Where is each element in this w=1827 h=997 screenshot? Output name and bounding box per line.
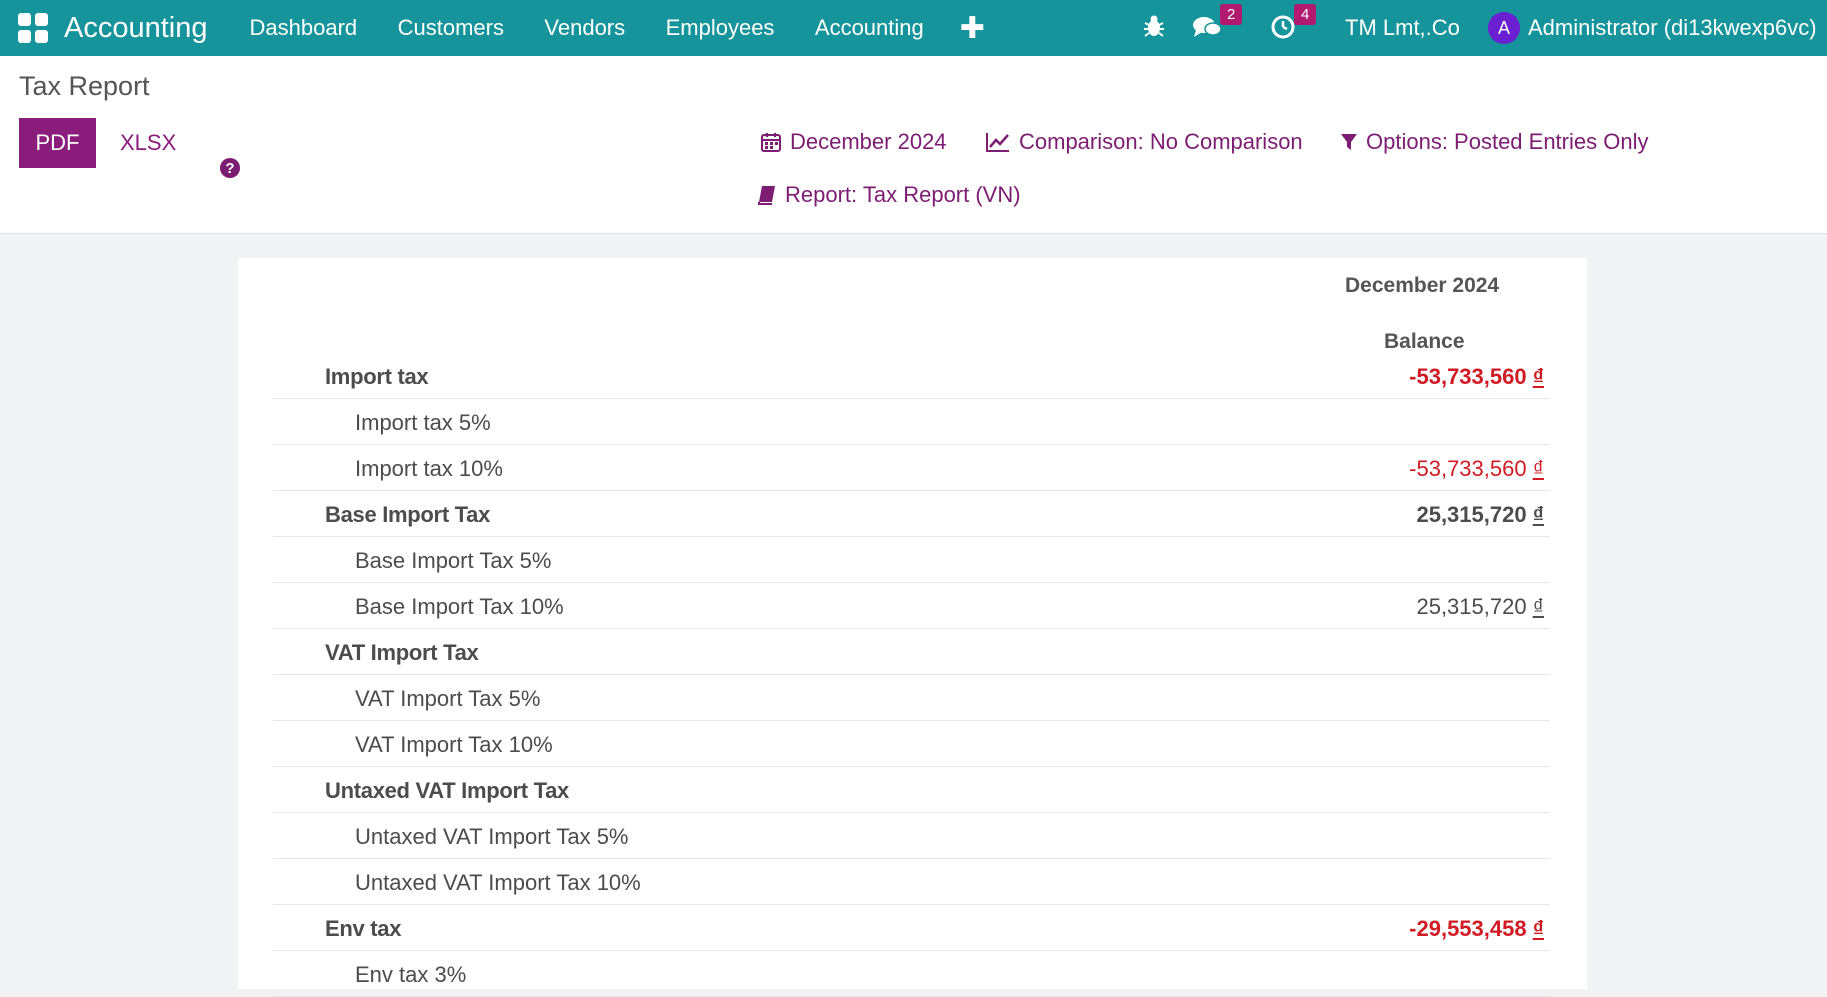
book-icon	[758, 186, 775, 205]
report-line[interactable]: VAT Import Tax 5%	[273, 675, 1550, 721]
activity-clock-icon[interactable]	[1270, 14, 1296, 40]
report-line-label: Import tax 5%	[355, 410, 491, 435]
menu-accounting[interactable]: Accounting	[814, 15, 924, 40]
report-line-section[interactable]: VAT Import Tax	[273, 629, 1550, 675]
report-line-label: VAT Import Tax 5%	[355, 686, 541, 711]
report-line-label: VAT Import Tax	[325, 640, 479, 665]
help-question-icon[interactable]: ?	[220, 158, 240, 178]
report-line-label: Env tax 3%	[355, 962, 467, 987]
report-line[interactable]: VAT Import Tax 10%	[273, 721, 1550, 767]
options-filter-label: Options: Posted Entries Only	[1366, 129, 1649, 154]
filter-funnel-icon	[1341, 134, 1357, 150]
report-line[interactable]: Base Import Tax 5%	[273, 537, 1550, 583]
page-title: Tax Report	[19, 71, 150, 101]
control-panel: Tax Report PDF XLSX ? December 2024 Comp…	[0, 56, 1827, 234]
report-line-section[interactable]: Env tax -29,553,458 ₫	[273, 905, 1550, 951]
report-line-label: Env tax	[325, 916, 402, 941]
report-line-label: Import tax	[325, 364, 429, 389]
user-avatar: A	[1488, 12, 1520, 44]
report-sheet: December 2024 Balance Import tax -53,733,…	[238, 258, 1587, 997]
report-line-section[interactable]: Base Import Tax 25,315,720 ₫	[273, 491, 1550, 537]
report-line-label: Import tax 10%	[355, 456, 503, 481]
comparison-filter-label: Comparison: No Comparison	[1019, 129, 1303, 154]
report-line-label: Untaxed VAT Import Tax 5%	[355, 824, 629, 849]
report-line[interactable]: Base Import Tax 10% 25,315,720 ₫	[273, 583, 1550, 629]
balance-column-header: Balance	[1384, 330, 1465, 353]
balance-amount: 25,315,720	[1416, 594, 1533, 619]
messages-chat-icon[interactable]	[1192, 14, 1222, 40]
user-name: Administrator (di13kwexp6vc)	[1528, 15, 1817, 40]
report-line-balance[interactable]: -53,733,560 ₫	[1409, 364, 1544, 390]
menu-dashboard[interactable]: Dashboard	[249, 15, 358, 40]
balance-amount: -53,733,560	[1409, 364, 1533, 389]
period-column-header: December 2024	[1345, 274, 1500, 297]
report-line-section[interactable]: Untaxed VAT Import Tax	[273, 767, 1550, 813]
calendar-icon	[761, 133, 781, 152]
report-line-balance[interactable]: -29,553,458 ₫	[1409, 916, 1544, 942]
currency-symbol: ₫	[1532, 916, 1544, 941]
menu-vendors[interactable]: Vendors	[544, 15, 626, 40]
report-line-label: Base Import Tax	[325, 502, 491, 527]
plus-icon[interactable]: ✚	[959, 11, 985, 45]
report-line[interactable]: Env tax 3%	[273, 951, 1550, 997]
report-line-balance[interactable]: 25,315,720 ₫	[1416, 594, 1544, 620]
xlsx-button[interactable]: XLSX	[108, 118, 188, 168]
date-filter-button[interactable]: December 2024	[760, 129, 947, 155]
balance-amount: -53,733,560	[1409, 456, 1533, 481]
messages-count-badge: 2	[1220, 4, 1243, 25]
pdf-button[interactable]: PDF	[19, 118, 96, 168]
date-filter-label: December 2024	[790, 129, 947, 154]
report-line[interactable]: Untaxed VAT Import Tax 10%	[273, 859, 1550, 905]
report-line-label: VAT Import Tax 10%	[355, 732, 553, 757]
report-line-label: Untaxed VAT Import Tax	[325, 778, 569, 803]
line-chart-icon	[986, 133, 1009, 152]
activities-count-badge: 4	[1294, 4, 1317, 25]
currency-symbol: ₫	[1532, 364, 1544, 389]
debug-bug-icon[interactable]	[1143, 14, 1165, 38]
main-menu: Dashboard Customers Vendors Employees Ac…	[232, 15, 942, 41]
menu-employees[interactable]: Employees	[665, 15, 775, 40]
report-line-section[interactable]: Import tax -53,733,560 ₫	[273, 353, 1550, 399]
report-line[interactable]: Import tax 10% -53,733,560 ₫	[273, 445, 1550, 491]
report-line-balance[interactable]: 25,315,720 ₫	[1416, 502, 1544, 528]
currency-symbol: ₫	[1532, 456, 1544, 481]
currency-symbol: ₫	[1532, 502, 1544, 527]
top-navbar: Accounting Dashboard Customers Vendors E…	[0, 0, 1827, 56]
company-switcher[interactable]: TM Lmt,.Co	[1345, 15, 1460, 40]
report-filter-label: Report: Tax Report (VN)	[785, 182, 1021, 207]
currency-symbol: ₫	[1532, 594, 1544, 619]
report-line[interactable]: Import tax 5%	[273, 399, 1550, 445]
user-menu[interactable]: A Administrator (di13kwexp6vc)	[1488, 0, 1817, 56]
balance-amount: 25,315,720	[1416, 502, 1533, 527]
options-filter-button[interactable]: Options: Posted Entries Only	[1340, 129, 1648, 155]
report-line-label: Base Import Tax 5%	[355, 548, 552, 573]
report-filter-button[interactable]: Report: Tax Report (VN)	[757, 182, 1021, 208]
menu-customers[interactable]: Customers	[397, 15, 504, 40]
report-line-label: Base Import Tax 10%	[355, 594, 564, 619]
app-menu-grid-icon[interactable]	[18, 13, 48, 43]
app-brand[interactable]: Accounting	[64, 11, 208, 44]
comparison-filter-button[interactable]: Comparison: No Comparison	[985, 129, 1303, 155]
report-line-label: Untaxed VAT Import Tax 10%	[355, 870, 641, 895]
report-line[interactable]: Untaxed VAT Import Tax 5%	[273, 813, 1550, 859]
report-line-balance[interactable]: -53,733,560 ₫	[1409, 456, 1544, 482]
balance-amount: -29,553,458	[1409, 916, 1533, 941]
